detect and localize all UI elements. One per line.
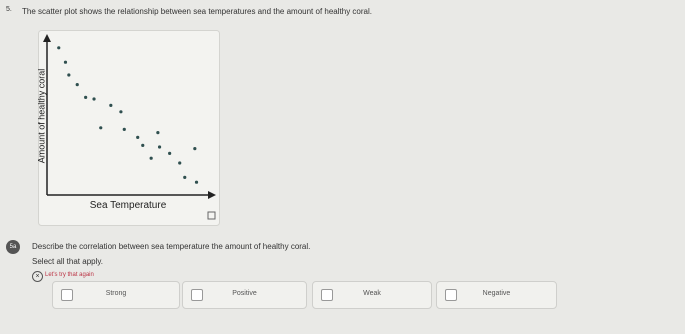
x-axis-label: Sea Temperature <box>90 200 167 211</box>
point <box>109 103 113 107</box>
option-label: Positive <box>232 290 257 297</box>
x-arrow <box>208 191 216 199</box>
y-arrow <box>43 34 51 42</box>
question-number: 5. <box>6 6 12 13</box>
part-badge: 5a <box>6 240 20 254</box>
point <box>183 175 187 179</box>
point <box>122 127 126 131</box>
checkbox[interactable] <box>321 289 333 301</box>
point <box>136 135 140 139</box>
y-axis-label: Amount of healthy coral <box>38 69 46 164</box>
point <box>194 180 199 184</box>
option[interactable]: Strong <box>52 281 180 309</box>
point <box>67 73 71 77</box>
question-text: The scatter plot shows the relationship … <box>22 7 372 16</box>
point <box>149 156 153 160</box>
point <box>75 83 79 87</box>
option-label: Strong <box>105 290 127 297</box>
point <box>63 60 68 64</box>
point <box>193 147 197 151</box>
point <box>57 46 61 50</box>
chart-frame <box>38 30 220 226</box>
point <box>92 97 96 101</box>
instruction: Select all that apply. <box>32 257 104 266</box>
point <box>157 145 162 149</box>
feedback-icon: × <box>32 271 43 282</box>
feedback: Let's try that again <box>45 272 94 278</box>
point <box>168 151 172 155</box>
option[interactable]: Weak <box>312 281 432 309</box>
expand-icon[interactable] <box>207 211 216 220</box>
option[interactable]: Negative <box>436 281 557 309</box>
checkbox[interactable] <box>191 289 203 301</box>
part-prompt: Describe the correlation between sea tem… <box>32 242 311 251</box>
point <box>141 143 145 147</box>
option-label: Weak <box>363 290 381 297</box>
option[interactable]: Positive <box>182 281 307 309</box>
scatter-chart: Sea Temperature Amount of healthy coral <box>38 30 220 226</box>
point <box>156 131 160 135</box>
option-label: Negative <box>482 290 511 297</box>
checkbox[interactable] <box>445 289 457 301</box>
checkbox[interactable] <box>61 289 73 301</box>
point <box>119 110 123 114</box>
point <box>84 95 88 99</box>
point <box>178 161 182 165</box>
point <box>99 126 103 130</box>
